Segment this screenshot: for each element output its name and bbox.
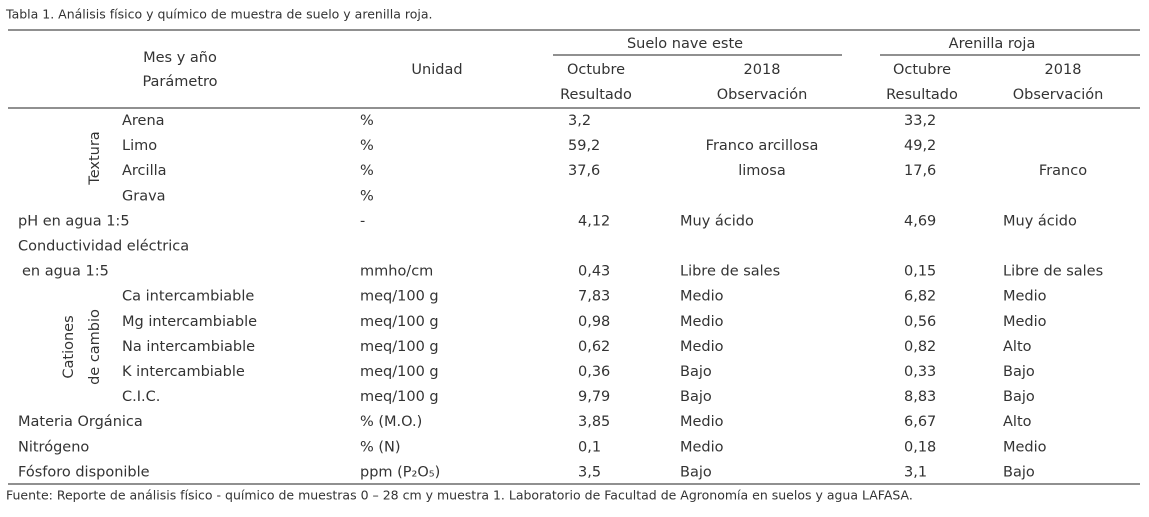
parameter-cell: Conductividad eléctrica	[18, 239, 189, 255]
unit-cell: -	[360, 213, 365, 229]
unit-cell: mmho/cm	[360, 264, 433, 280]
unit-cell: meq/100 g	[360, 389, 439, 405]
result-cell: 9,79	[578, 389, 610, 405]
observation-cell: Muy ácido	[680, 213, 754, 229]
parameter-cell: en agua 1:5	[22, 264, 109, 280]
unit-cell: %	[360, 188, 374, 204]
parameter-cell: Ca intercambiable	[122, 289, 254, 305]
parameter-cell: Mg intercambiable	[122, 314, 257, 330]
header-cell: Octubre	[893, 62, 951, 78]
observation-cell: Medio	[1003, 314, 1047, 330]
observation-cell: Medio	[680, 289, 724, 305]
result-cell: 3,85	[578, 414, 610, 430]
result-cell: 0,82	[904, 339, 936, 355]
result-cell: 8,83	[904, 389, 936, 405]
header-cell: Observación	[717, 87, 808, 103]
observation-cell: Medio	[1003, 289, 1047, 305]
group-label: Cationes	[61, 315, 77, 378]
header-cell: 2018	[744, 62, 781, 78]
header-cell: Suelo nave este	[627, 36, 743, 52]
header-cell: Mes y año	[143, 50, 217, 66]
result-cell: 0,15	[904, 264, 936, 280]
result-cell: 0,1	[578, 439, 601, 455]
parameter-cell: Nitrógeno	[18, 439, 89, 455]
result-cell: 49,2	[904, 138, 936, 154]
parameter-cell: Arcilla	[122, 163, 167, 179]
result-cell: 0,56	[904, 314, 936, 330]
result-cell: 37,6	[568, 163, 600, 179]
observation-cell: Medio	[680, 439, 724, 455]
result-cell: 17,6	[904, 163, 936, 179]
unit-cell: meq/100 g	[360, 339, 439, 355]
parameter-cell: Materia Orgánica	[18, 414, 143, 430]
parameter-cell: Limo	[122, 138, 157, 154]
result-cell: 4,69	[904, 213, 936, 229]
header-cell: Parámetro	[142, 74, 217, 90]
caption: Tabla 1. Análisis físico y químico de mu…	[5, 7, 432, 22]
observation-cell: limosa	[738, 163, 786, 179]
observation-cell: Medio	[680, 414, 724, 430]
observation-cell: Medio	[1003, 439, 1047, 455]
parameter-cell: Arena	[122, 113, 165, 129]
result-cell: 0,18	[904, 439, 936, 455]
unit-cell: % (M.O.)	[360, 414, 422, 430]
observation-cell: Medio	[680, 339, 724, 355]
observation-cell: Bajo	[680, 464, 712, 480]
observation-cell: Muy ácido	[1003, 213, 1077, 229]
group-label: Textura	[87, 131, 103, 185]
unit-cell: % (N)	[360, 439, 401, 455]
result-cell: 7,83	[578, 289, 610, 305]
result-cell: 33,2	[904, 113, 936, 129]
parameter-cell: K intercambiable	[122, 364, 245, 380]
header-cell: Resultado	[886, 87, 958, 103]
unit-cell: %	[360, 163, 374, 179]
observation-cell: Bajo	[680, 364, 712, 380]
result-cell: 6,82	[904, 289, 936, 305]
unit-cell: meq/100 g	[360, 314, 439, 330]
footnote: Fuente: Reporte de análisis físico - quí…	[6, 488, 913, 503]
observation-cell: Bajo	[1003, 464, 1035, 480]
parameter-cell: pH en agua 1:5	[18, 213, 130, 229]
header-cell: Observación	[1013, 87, 1104, 103]
result-cell: 4,12	[578, 213, 610, 229]
parameter-cell: Fósforo disponible	[18, 464, 150, 480]
result-cell: 3,5	[578, 464, 601, 480]
header-cell: 2018	[1045, 62, 1082, 78]
header-cell: Arenilla roja	[949, 36, 1036, 52]
group-label: de cambio	[87, 309, 103, 385]
observation-cell: Medio	[680, 314, 724, 330]
unit-cell: meq/100 g	[360, 364, 439, 380]
header-cell: Unidad	[411, 62, 462, 78]
parameter-cell: Na intercambiable	[122, 339, 255, 355]
observation-cell: Alto	[1003, 414, 1032, 430]
unit-cell: %	[360, 113, 374, 129]
result-cell: 0,33	[904, 364, 936, 380]
result-cell: 0,36	[578, 364, 610, 380]
header-cell: Octubre	[567, 62, 625, 78]
result-cell: 3,2	[568, 113, 591, 129]
observation-cell: Franco arcillosa	[706, 138, 819, 154]
observation-cell: Franco	[1039, 163, 1087, 179]
observation-cell: Bajo	[680, 389, 712, 405]
result-cell: 0,98	[578, 314, 610, 330]
observation-cell: Bajo	[1003, 364, 1035, 380]
unit-cell: meq/100 g	[360, 289, 439, 305]
unit-cell: %	[360, 138, 374, 154]
parameter-cell: C.I.C.	[122, 389, 160, 405]
result-cell: 3,1	[904, 464, 927, 480]
result-cell: 6,67	[904, 414, 936, 430]
observation-cell: Libre de sales	[1003, 264, 1103, 280]
observation-cell: Bajo	[1003, 389, 1035, 405]
result-cell: 0,62	[578, 339, 610, 355]
result-cell: 59,2	[568, 138, 600, 154]
observation-cell: Alto	[1003, 339, 1032, 355]
observation-cell: Libre de sales	[680, 264, 780, 280]
unit-cell: ppm (P₂O₅)	[360, 464, 440, 480]
result-cell: 0,43	[578, 264, 610, 280]
header-cell: Resultado	[560, 87, 632, 103]
parameter-cell: Grava	[122, 188, 166, 204]
